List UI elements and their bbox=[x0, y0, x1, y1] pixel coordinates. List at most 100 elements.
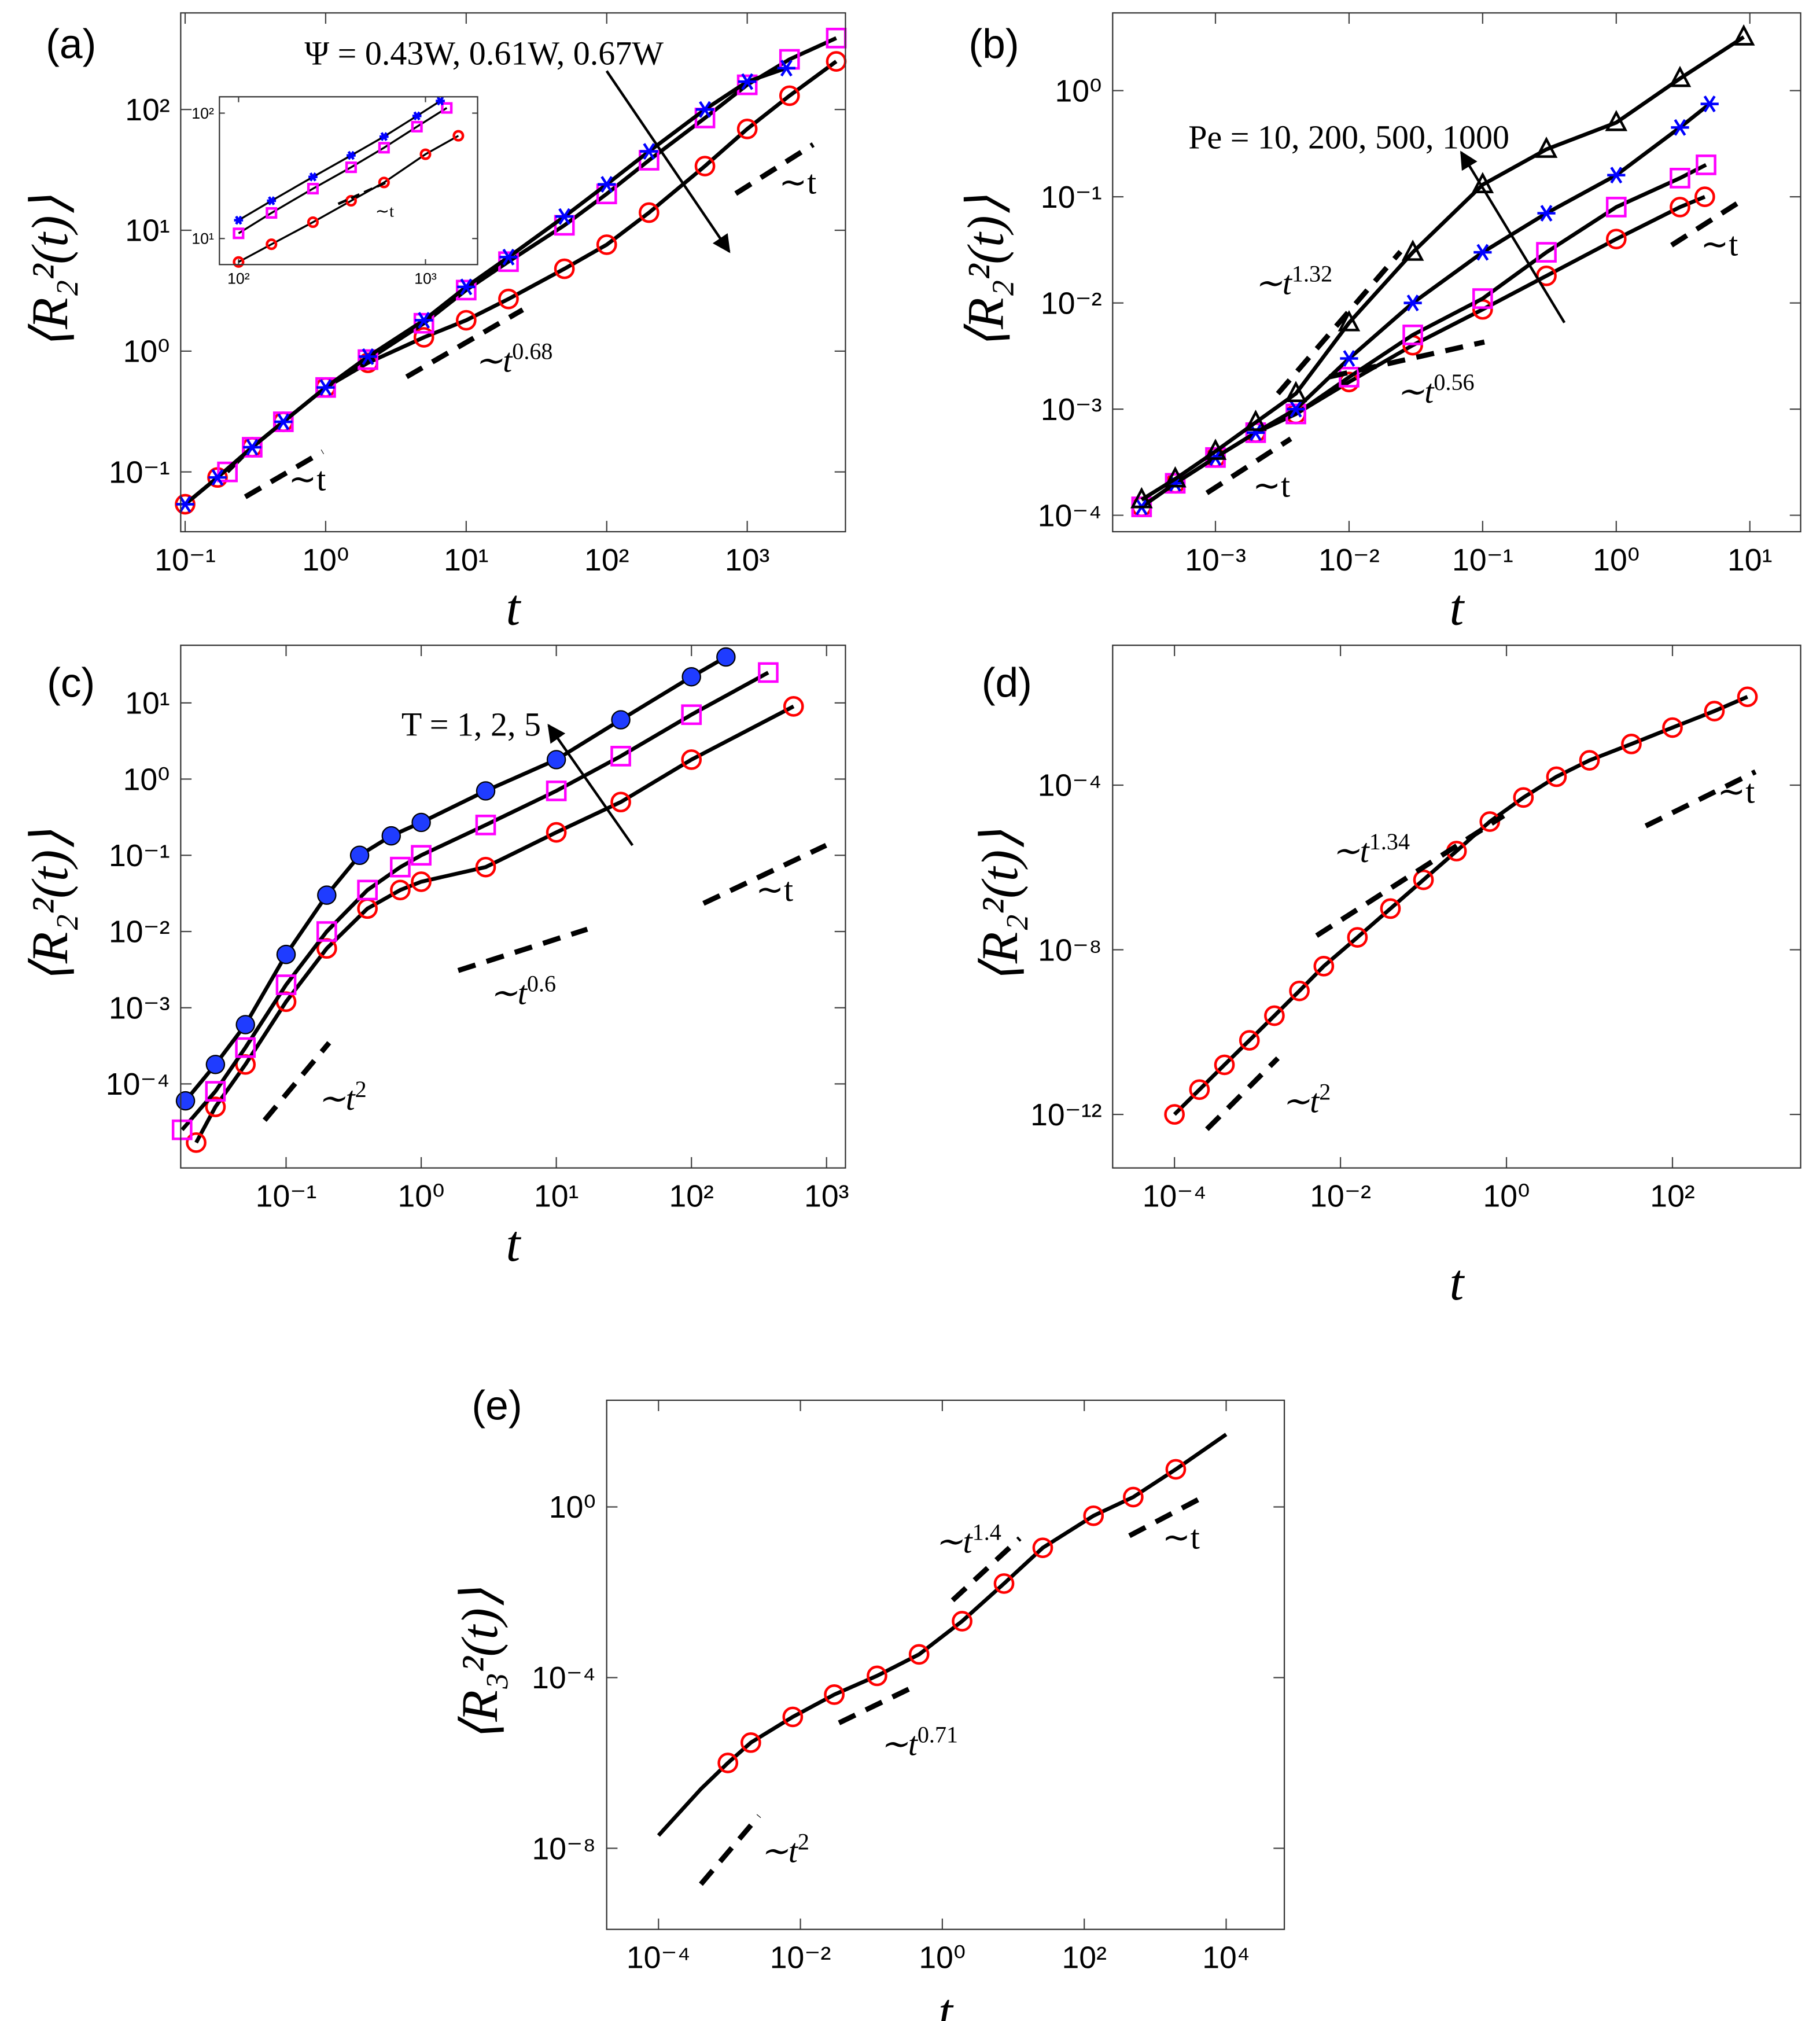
y-tick-label: 10⁰ bbox=[1055, 74, 1102, 108]
x-tick-label: 10⁰ bbox=[398, 1180, 445, 1214]
marker bbox=[1471, 172, 1494, 193]
x-tick-label: 10⁻⁴ bbox=[627, 1941, 691, 1975]
annotation-text: ∼t bbox=[1254, 264, 1293, 302]
marker bbox=[275, 974, 297, 995]
series-layer bbox=[1164, 686, 1758, 1125]
annotation: T = 1, 2, 5 bbox=[401, 705, 541, 743]
annotation: ∼t bbox=[756, 871, 793, 908]
annotation-exponent: 1.4 bbox=[972, 1519, 1001, 1545]
x-axis-label: t bbox=[1450, 1254, 1465, 1311]
marker bbox=[952, 1611, 972, 1632]
annotation-text: ∼t bbox=[1162, 1519, 1200, 1556]
annotation-text: ∼t bbox=[1332, 832, 1370, 870]
x-tick-label: 10⁻¹ bbox=[256, 1180, 317, 1214]
series-layer bbox=[171, 647, 804, 1153]
annotation: ∼t bbox=[375, 203, 394, 221]
plot-area bbox=[1112, 645, 1801, 1168]
y-tick-label: 10⁻¹ bbox=[1041, 181, 1102, 215]
annotation-text: ∼t bbox=[318, 1080, 356, 1117]
annotation-text: ∼t bbox=[1701, 226, 1738, 263]
panel-label: (b) bbox=[968, 21, 1019, 67]
marker bbox=[782, 1706, 804, 1728]
marker bbox=[611, 710, 631, 730]
marker bbox=[452, 130, 465, 142]
marker bbox=[441, 102, 453, 114]
marker bbox=[235, 1037, 256, 1058]
marker bbox=[357, 879, 378, 901]
marker bbox=[736, 74, 758, 95]
marker bbox=[1032, 1537, 1053, 1559]
plot-area bbox=[606, 1400, 1285, 1930]
guide-line bbox=[1670, 197, 1744, 248]
y-tick-label: 10¹ bbox=[125, 687, 170, 721]
fit-line bbox=[1173, 695, 1748, 1116]
guide-line bbox=[734, 142, 815, 196]
marker bbox=[1579, 750, 1600, 771]
frame bbox=[1112, 645, 1801, 1169]
y-tick-label: 10⁻³ bbox=[1041, 393, 1102, 427]
marker bbox=[1694, 186, 1715, 207]
guide-line bbox=[702, 842, 827, 906]
annotation: ∼t bbox=[1162, 1519, 1200, 1556]
x-tick-label: 10² bbox=[227, 270, 250, 288]
annotation-arrow bbox=[605, 70, 731, 253]
x-axis-label: t bbox=[506, 579, 522, 636]
marker bbox=[411, 812, 431, 833]
marker bbox=[475, 856, 496, 878]
marker bbox=[208, 469, 227, 486]
guide-line bbox=[405, 307, 524, 380]
marker bbox=[381, 826, 401, 846]
frame bbox=[1112, 12, 1801, 533]
annotation-text: Ψ = 0.43W, 0.61W, 0.67W bbox=[304, 35, 664, 72]
marker bbox=[1605, 197, 1627, 218]
annotation: ∼t2 bbox=[760, 1828, 809, 1869]
y-tick-label: 10⁻⁴ bbox=[1038, 769, 1102, 803]
marker bbox=[639, 202, 660, 223]
marker bbox=[266, 207, 278, 219]
annotation: ∼t0.68 bbox=[475, 338, 553, 379]
marker bbox=[758, 662, 779, 683]
y-axis-label: ⟨R₂²(t)⟩ bbox=[957, 196, 1015, 349]
marker bbox=[349, 845, 370, 865]
annotation: ∼t2 bbox=[1282, 1078, 1331, 1120]
fit-line bbox=[194, 704, 795, 1144]
annotation-text: ∼t bbox=[1397, 373, 1435, 410]
x-tick-label: 10⁻¹ bbox=[1452, 543, 1513, 577]
y-axis-label: ⟨R₂²(t)⟩ bbox=[971, 830, 1029, 984]
marker bbox=[1338, 310, 1361, 332]
marker bbox=[359, 348, 377, 365]
marker bbox=[274, 413, 293, 430]
marker bbox=[266, 238, 278, 251]
annotation-exponent: 2 bbox=[798, 1828, 809, 1854]
annotation: ∼t bbox=[1252, 467, 1290, 505]
marker bbox=[413, 327, 434, 348]
marker bbox=[171, 1119, 193, 1140]
y-tick-label: 10⁻² bbox=[109, 915, 170, 949]
marker bbox=[378, 176, 390, 189]
marker bbox=[1130, 487, 1153, 509]
marker bbox=[175, 1091, 196, 1111]
y-tick-label: 10⁻⁸ bbox=[532, 1832, 596, 1866]
marker bbox=[390, 856, 411, 878]
annotation-text: ∼t bbox=[935, 1522, 974, 1560]
marker bbox=[1403, 295, 1422, 312]
marker bbox=[307, 216, 319, 229]
annotation-exponent: 2 bbox=[1319, 1078, 1331, 1105]
marker bbox=[610, 746, 631, 767]
y-tick-label: 10⁻⁴ bbox=[106, 1067, 170, 1102]
marker bbox=[235, 1015, 255, 1035]
guide-line bbox=[1128, 1494, 1204, 1538]
panel-label: (c) bbox=[47, 660, 95, 706]
annotation: ∼t0.6 bbox=[489, 970, 556, 1011]
guide-line bbox=[1315, 813, 1505, 938]
x-tick-label: 10⁻³ bbox=[1185, 543, 1246, 577]
marker bbox=[554, 258, 575, 279]
x-tick-label: 10² bbox=[1650, 1180, 1694, 1214]
x-tick-label: 10⁻⁴ bbox=[1143, 1180, 1207, 1214]
x-tick-label: 10⁻² bbox=[770, 1941, 831, 1975]
marker bbox=[867, 1665, 887, 1687]
annotation: ∼t1.34 bbox=[1332, 828, 1410, 869]
y-tick-label: 10⁻¹ bbox=[109, 839, 170, 873]
guide-line bbox=[1205, 1056, 1280, 1131]
marker bbox=[205, 1055, 226, 1074]
